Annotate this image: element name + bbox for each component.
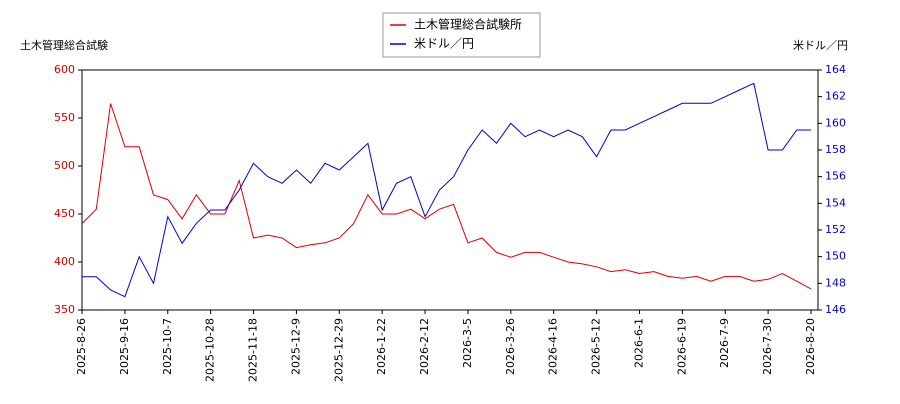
- y-tick-label: 450: [54, 207, 75, 220]
- legend-label: 土木管理総合試験所: [414, 17, 522, 32]
- x-tick-label: 2025-10-7: [161, 318, 174, 375]
- x-tick-label: 2026-5-12: [590, 318, 603, 375]
- legend-label: 米ドル／円: [414, 37, 474, 51]
- plot-frame: [81, 69, 819, 311]
- y2-tick-label: 158: [825, 143, 846, 156]
- y2-tick-label: 146: [825, 303, 846, 316]
- y2-tick-label: 162: [825, 90, 846, 103]
- series-line: [82, 82, 811, 298]
- y-tick-label: 350: [54, 303, 75, 316]
- series-line: [81, 103, 812, 290]
- x-tick-label: 2026-1-22: [375, 318, 388, 375]
- y2-tick-label: 154: [825, 196, 846, 209]
- y-tick-label: 400: [54, 255, 75, 268]
- x-tick-label: 2025-9-16: [118, 318, 131, 375]
- y-axis-label: 土木管理総合試験: [20, 38, 108, 52]
- x-tick-label: 2026-8-20: [804, 318, 817, 375]
- y2-tick-label: 148: [825, 276, 846, 289]
- x-tick-label: 2025-11-18: [247, 318, 260, 382]
- y2-tick-label: 156: [825, 170, 846, 183]
- x-tick-label: 2025-10-28: [204, 318, 217, 382]
- x-tick-label: 2026-7-30: [761, 318, 774, 375]
- y-tick-label: 600: [54, 63, 75, 76]
- x-tick-label: 2025-8-26: [75, 318, 88, 375]
- y2-tick-label: 150: [825, 250, 846, 263]
- x-tick-label: 2025-12-9: [289, 318, 302, 375]
- x-tick-label: 2026-4-16: [547, 318, 560, 375]
- x-tick-label: 2026-3-26: [504, 318, 517, 375]
- y2-axis-label: 米ドル／円: [793, 39, 848, 52]
- y2-tick-label: 160: [825, 116, 846, 129]
- y-tick-label: 500: [54, 159, 75, 172]
- legend: [382, 12, 541, 58]
- x-tick-label: 2026-2-12: [418, 318, 431, 375]
- y2-tick-label: 152: [825, 223, 846, 236]
- x-tick-label: 2026-7-9: [718, 318, 731, 368]
- x-tick-label: 2026-6-19: [675, 318, 688, 375]
- x-tick-label: 2026-6-1: [632, 318, 645, 368]
- x-tick-label: 2026-3-5: [461, 318, 474, 368]
- x-tick-label: 2025-12-29: [332, 318, 345, 382]
- y-tick-label: 550: [54, 111, 75, 124]
- y2-tick-label: 164: [825, 63, 846, 76]
